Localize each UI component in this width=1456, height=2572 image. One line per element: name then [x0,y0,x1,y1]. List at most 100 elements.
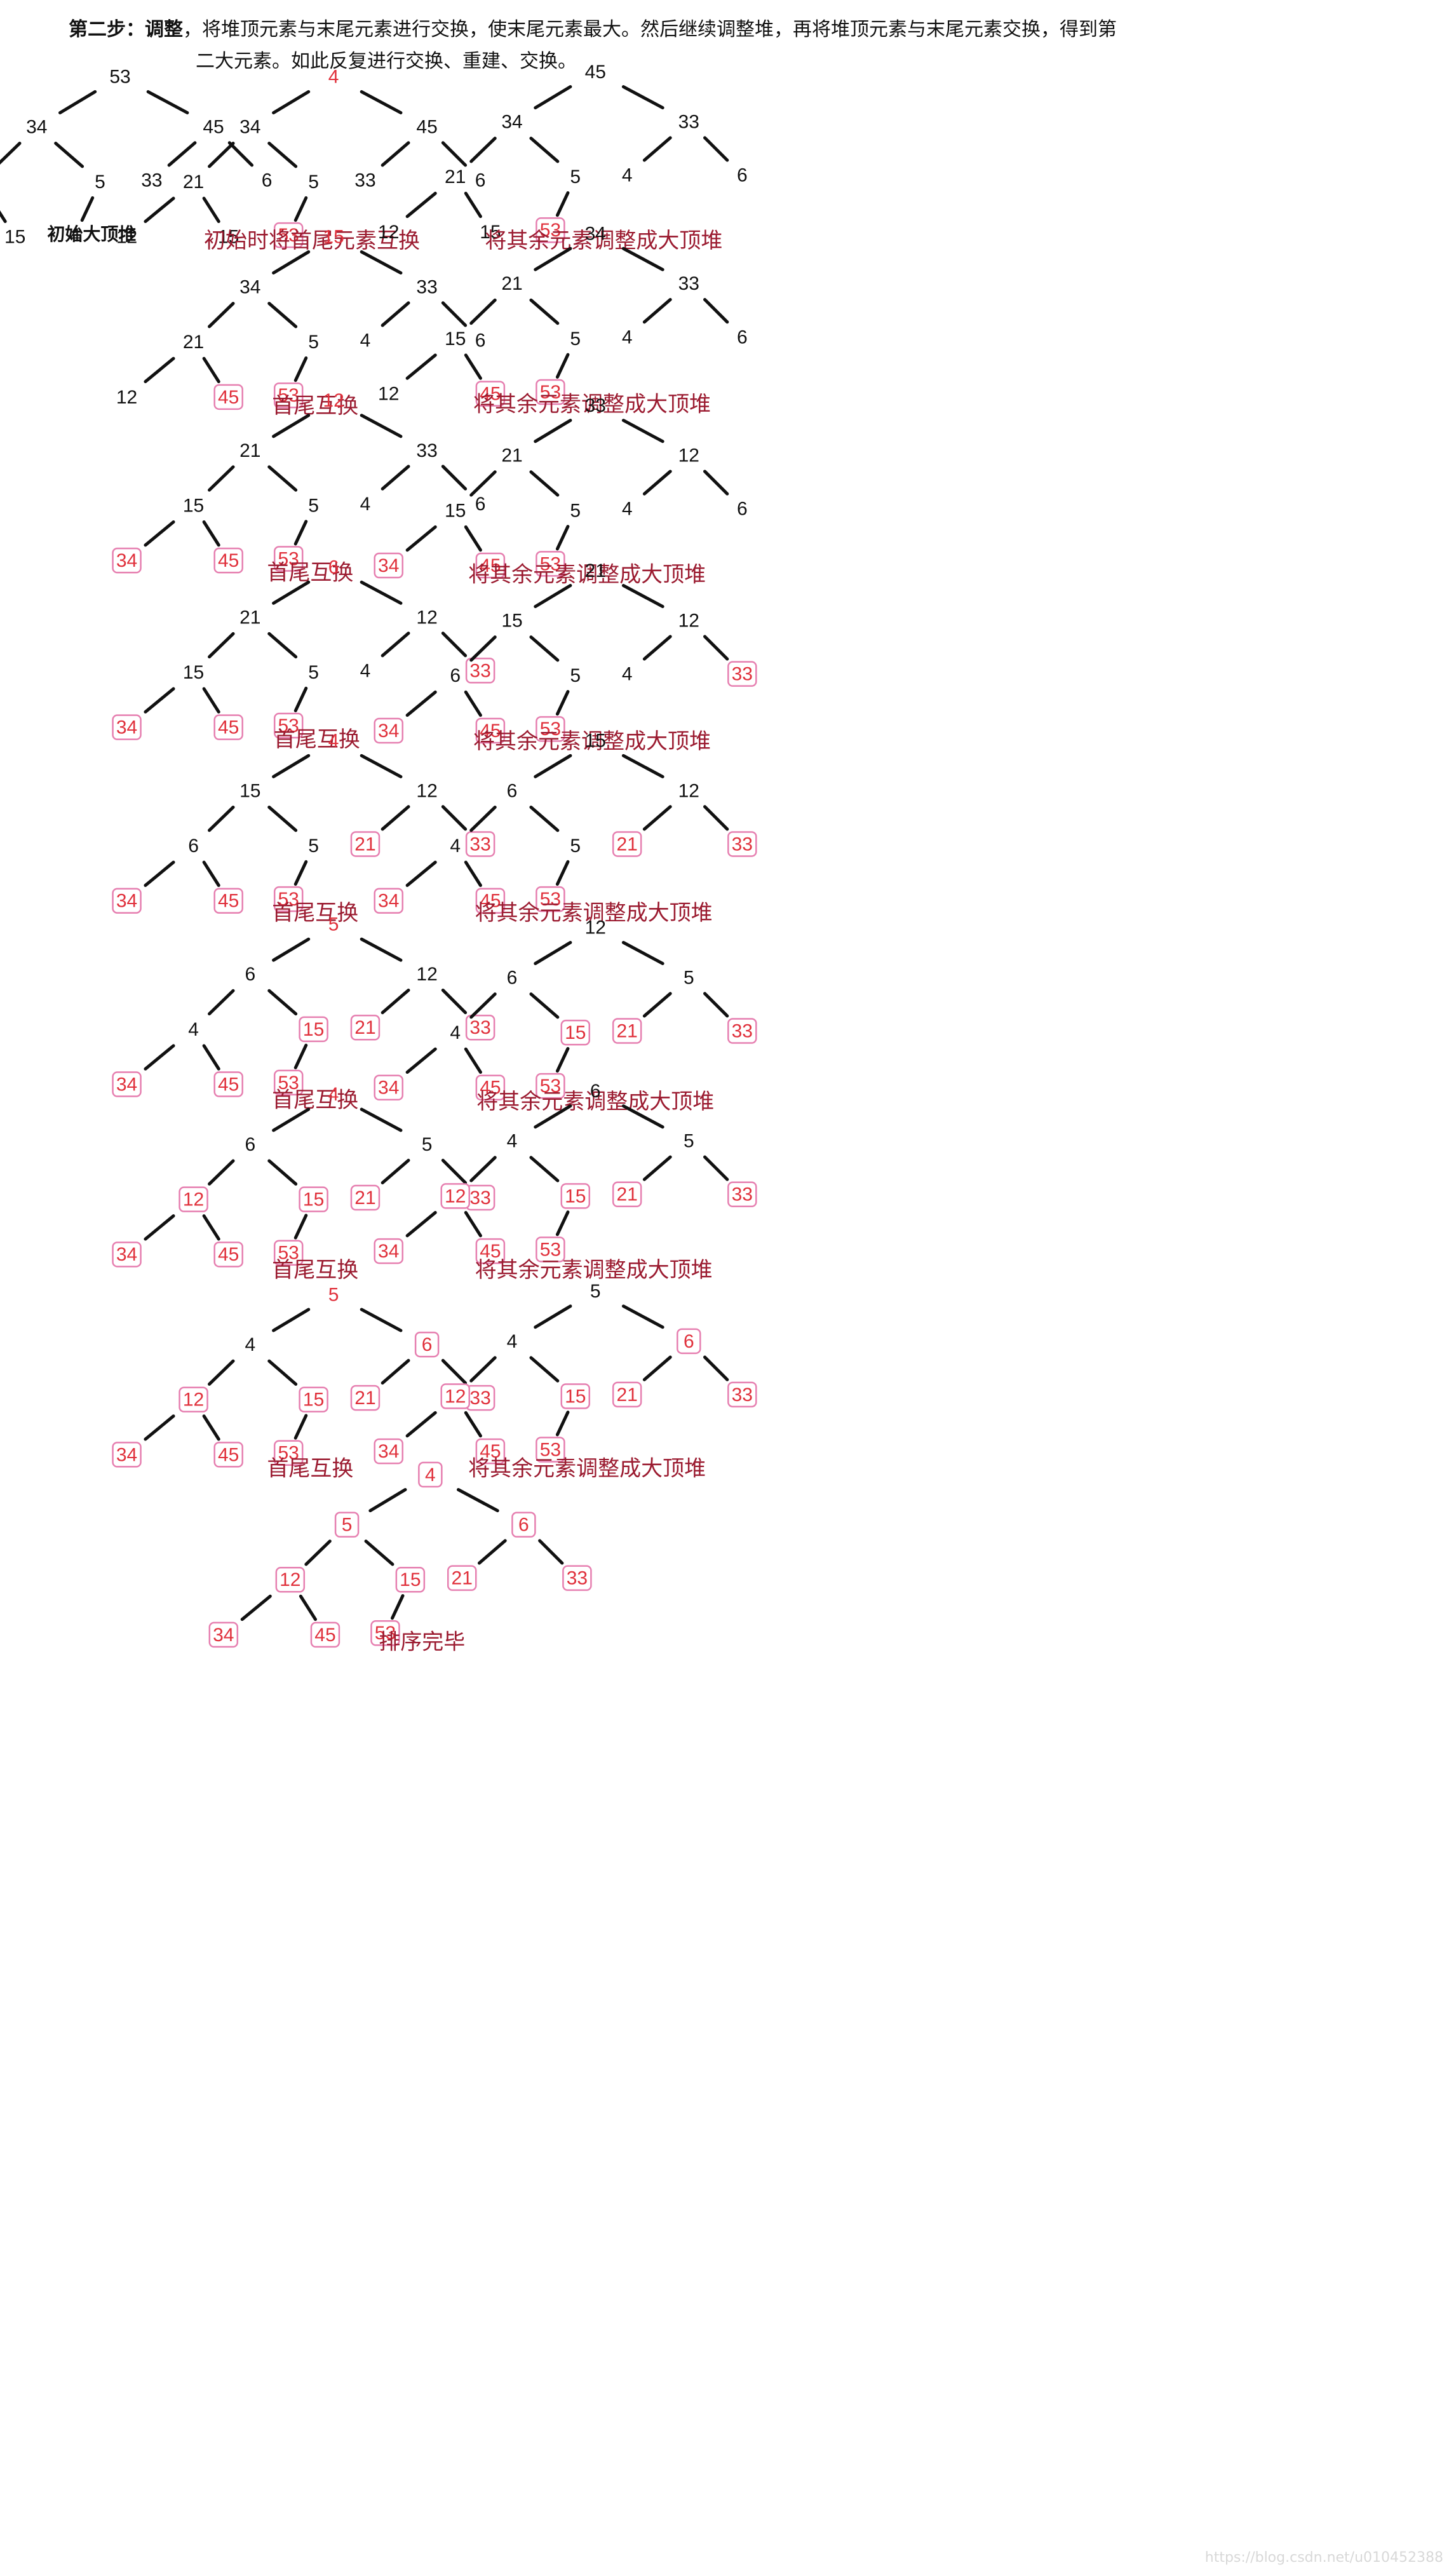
tree-edge [469,298,497,325]
tree-node-rr: 33 [465,831,495,857]
node-value: 33 [469,834,490,855]
sorted-node-box [475,1438,506,1465]
sorted-node-box [374,717,403,744]
tree-node-lr: 5 [570,836,581,856]
tree-node-llr: 45 [213,384,243,410]
tree-edge [381,301,410,327]
tree-node-r: 45 [416,116,437,137]
tree-node-rr: 33 [727,1018,757,1044]
tree-caption: 首尾互换 [272,1087,358,1113]
step-description-text: ，将堆顶元素与末尾元素进行交换，使末尾元素最大。然后继续调整堆，再将堆顶元素与末… [183,18,1117,41]
sorted-node-box [213,1071,243,1097]
node-value: 21 [239,607,260,628]
sorted-node-box [536,1073,565,1099]
tree-node-rr: 33 [727,1181,757,1208]
node-value: 45 [480,555,501,576]
node-value: 34 [116,550,137,571]
tree-edge [538,1539,564,1565]
node-value: 21 [354,1188,375,1208]
node-value: 45 [218,387,239,408]
sorted-node-box [112,1242,142,1268]
tree-node-ll: 4 [450,836,461,856]
sorted-node-box [536,1437,565,1463]
node-value: 34 [378,1441,399,1462]
tree-node-llr: 45 [475,717,506,744]
tree-node-lrl: 53 [273,1069,304,1096]
tree-node-llr: 15 [4,227,25,248]
node-value: 45 [218,717,239,738]
tree-node-rl: 4 [622,165,633,186]
sorted-node-box [612,1381,642,1408]
tree-node-r: 12 [678,780,699,801]
node-value: 15 [239,780,260,801]
node-value: 53 [278,1073,299,1093]
tree-node-r: 33 [416,276,437,297]
tree-node-root: 15 [585,731,606,752]
tree-node-lrl: 53 [536,217,565,243]
node-value: 12 [183,1189,204,1210]
tree-edge [469,470,497,497]
sorted-node-box [275,1567,306,1593]
tree-node-root: 4 [418,1461,443,1488]
tree-edge [208,1359,235,1386]
tree-edge [703,470,729,496]
tree-node-root: 21 [585,560,606,581]
tree-node-lrl: 53 [536,551,565,577]
tree-node-rl: 21 [350,1384,381,1411]
tree-edge [360,937,403,962]
node-value: 15 [323,227,344,248]
node-value: 33 [416,440,437,461]
node-value: 45 [416,116,437,137]
step-description-line2: 二大元素。如此反复进行交换、重建、交换。 [196,50,577,72]
node-value: 45 [218,1074,239,1095]
tree-edge [621,754,664,778]
sorted-node-box [179,1186,208,1212]
node-value: 6 [737,327,748,348]
node-value: 34 [378,891,399,912]
tree-node-rl: 21 [350,1015,381,1041]
node-value: 34 [116,1444,137,1465]
tree-node-l: 15 [501,611,522,632]
tree-caption: 将其余元素调整成大顶堆 [475,900,713,926]
tree-edge [208,1159,235,1186]
tree-edge [293,1414,308,1440]
node-value: 53 [278,715,299,736]
sorted-node-box [112,1071,142,1097]
node-value: 12 [323,390,344,411]
sorted-node-box [465,1015,495,1041]
tree-edge [555,690,570,716]
node-value: 4 [360,330,371,351]
node-value: 33 [141,170,162,191]
sorted-node-box [112,888,142,914]
tree-edge [272,1308,311,1332]
node-value: 5 [570,500,581,521]
tree-edge [534,85,572,110]
node-value: 45 [218,1444,239,1465]
tree-edge [267,632,298,659]
tree-edge [146,90,189,114]
node-value: 6 [262,170,273,191]
tree-edge [202,520,220,547]
tree-edge [208,142,235,168]
node-value: 21 [354,1017,375,1038]
tree-caption: 首尾互换 [272,1257,358,1283]
tree-edge [703,805,729,831]
node-value: 53 [540,220,561,241]
sorted-node-box [727,1381,757,1408]
sorted-node-box [560,1019,591,1046]
tree-edge [555,1046,570,1073]
tree-node-l: 21 [239,607,260,628]
tree-node-rr: 33 [465,1384,495,1411]
tree-caption: 排序完毕 [379,1630,465,1655]
tree-node-ll: 4 [450,1022,461,1043]
tree-node-l: 34 [239,116,260,137]
tree-node-llr: 45 [213,1442,243,1468]
tree-node-rr: 6 [262,170,273,191]
tree-caption: 将其余元素调整成大顶堆 [468,562,706,587]
tree-edge [272,414,311,438]
sorted-node-box [475,1074,506,1101]
tree-edge [405,1411,437,1438]
node-value: 21 [452,1568,473,1589]
